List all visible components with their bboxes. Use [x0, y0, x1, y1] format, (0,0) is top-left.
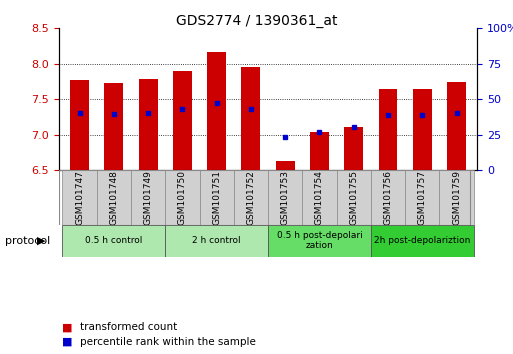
- Bar: [371, 225, 473, 257]
- Bar: [242, 67, 260, 170]
- Bar: [131, 170, 165, 225]
- Bar: [440, 170, 473, 225]
- Text: GSM101753: GSM101753: [281, 170, 290, 225]
- Text: GSM101756: GSM101756: [384, 170, 392, 225]
- Text: GSM101748: GSM101748: [109, 170, 119, 225]
- Bar: [207, 52, 226, 170]
- Bar: [70, 80, 89, 170]
- Text: 0.5 h post-depolari
zation: 0.5 h post-depolari zation: [277, 231, 362, 250]
- Text: GSM101754: GSM101754: [315, 170, 324, 225]
- Bar: [405, 170, 440, 225]
- Bar: [344, 127, 363, 170]
- Text: GSM101755: GSM101755: [349, 170, 358, 225]
- Text: GSM101759: GSM101759: [452, 170, 461, 225]
- Bar: [337, 170, 371, 225]
- Bar: [173, 71, 192, 170]
- Text: GSM101749: GSM101749: [144, 170, 152, 225]
- Text: ▶: ▶: [37, 236, 46, 246]
- Text: GSM101747: GSM101747: [75, 170, 84, 225]
- Bar: [268, 225, 371, 257]
- Bar: [276, 161, 294, 170]
- Text: 2h post-depolariztion: 2h post-depolariztion: [374, 236, 470, 245]
- Bar: [200, 170, 234, 225]
- Bar: [302, 170, 337, 225]
- Text: ■: ■: [62, 337, 72, 347]
- Bar: [371, 170, 405, 225]
- Bar: [105, 83, 123, 170]
- Text: GDS2774 / 1390361_at: GDS2774 / 1390361_at: [176, 14, 337, 28]
- Text: GSM101752: GSM101752: [246, 170, 255, 225]
- Bar: [413, 88, 431, 170]
- Text: protocol: protocol: [5, 236, 50, 246]
- Bar: [234, 170, 268, 225]
- Text: ■: ■: [62, 322, 72, 332]
- Text: percentile rank within the sample: percentile rank within the sample: [80, 337, 255, 347]
- Text: transformed count: transformed count: [80, 322, 177, 332]
- Text: GSM101750: GSM101750: [178, 170, 187, 225]
- Bar: [96, 170, 131, 225]
- Text: GSM101751: GSM101751: [212, 170, 221, 225]
- Bar: [165, 225, 268, 257]
- Bar: [447, 82, 466, 170]
- Bar: [165, 170, 200, 225]
- Bar: [63, 170, 96, 225]
- Text: GSM101757: GSM101757: [418, 170, 427, 225]
- Bar: [63, 225, 165, 257]
- Bar: [268, 170, 302, 225]
- Bar: [379, 88, 398, 170]
- Text: 2 h control: 2 h control: [192, 236, 241, 245]
- Bar: [139, 79, 157, 170]
- Text: 0.5 h control: 0.5 h control: [85, 236, 143, 245]
- Bar: [310, 132, 329, 170]
